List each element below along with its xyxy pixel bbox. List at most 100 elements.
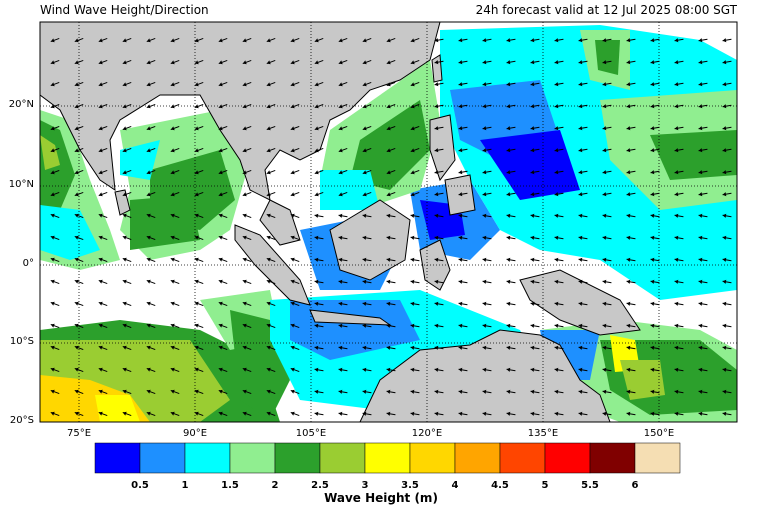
wind-arrow-head: [530, 104, 535, 109]
wind-arrow-head: [386, 235, 391, 240]
wind-arrow-head: [578, 389, 583, 394]
wind-arrow-head: [386, 257, 391, 262]
wind-arrow-head: [122, 323, 127, 328]
wind-arrow-head: [194, 148, 199, 153]
wind-arrow-head: [458, 213, 463, 218]
wind-arrow-head: [362, 279, 367, 284]
colorbar-segment: [544, 442, 591, 474]
wind-arrow-head: [194, 257, 199, 262]
colorbar-tick-label: 0.5: [131, 480, 149, 491]
wind-arrow-head: [506, 192, 511, 197]
wind-arrow-head: [626, 82, 631, 87]
wind-arrow-head: [386, 345, 391, 350]
wind-arrow-head: [242, 411, 247, 416]
wind-arrow-head: [146, 60, 151, 65]
wind-arrow-head: [650, 279, 655, 284]
wind-arrow-head: [218, 82, 223, 87]
wind-arrow-head: [290, 345, 295, 350]
wind-arrow-head: [242, 257, 247, 262]
wind-arrow-head: [74, 411, 79, 416]
wind-arrow-head: [146, 148, 151, 153]
wind-arrow-head: [290, 82, 295, 87]
wind-arrow-head: [626, 301, 631, 306]
wind-arrow-head: [314, 82, 319, 87]
wind-arrow-head: [242, 38, 247, 43]
wind-arrow-head: [338, 126, 343, 131]
wind-arrow-head: [386, 411, 391, 416]
wind-arrow-head: [578, 235, 583, 240]
wind-arrow-head: [242, 279, 247, 284]
wind-arrow-head: [434, 82, 439, 87]
wind-arrow-head: [218, 301, 223, 306]
colorbar-segment: [139, 442, 186, 474]
wind-arrow-head: [122, 38, 127, 43]
wind-arrow-head: [266, 411, 271, 416]
wind-arrow-head: [338, 389, 343, 394]
wind-arrow-head: [722, 279, 727, 284]
wind-arrow-head: [530, 213, 535, 218]
wind-arrow-head: [578, 367, 583, 372]
wind-arrow-head: [602, 411, 607, 416]
wind-arrow-head: [530, 170, 535, 175]
wind-arrow-head: [626, 323, 631, 328]
wind-arrow-head: [362, 82, 367, 87]
wind-arrow-head: [266, 279, 271, 284]
wind-arrow-head: [458, 170, 463, 175]
wind-arrow-head: [554, 38, 559, 43]
map-title: Wind Wave Height/Direction: [40, 3, 209, 17]
wind-arrow-head: [386, 82, 391, 87]
wind-arrow-head: [242, 301, 247, 306]
wind-arrow-head: [722, 192, 727, 197]
wind-arrow-head: [194, 60, 199, 65]
wind-arrow-head: [170, 126, 175, 131]
wind-arrow-head: [122, 345, 127, 350]
wind-arrow-head: [506, 104, 511, 109]
wind-arrow-head: [674, 38, 679, 43]
lon-label-90e: 90°E: [182, 428, 208, 439]
lat-label-20n: 20°N: [8, 99, 34, 110]
wind-arrow-head: [410, 279, 415, 284]
wind-arrow-head: [578, 257, 583, 262]
wind-arrow-head: [338, 60, 343, 65]
wind-arrow-head: [386, 104, 391, 109]
wind-arrow-head: [314, 104, 319, 109]
wind-arrow-head: [290, 213, 295, 218]
wind-arrow-head: [266, 389, 271, 394]
wind-arrow-head: [482, 82, 487, 87]
wind-arrow-head: [314, 411, 319, 416]
wind-arrow-head: [362, 192, 367, 197]
wind-arrow-head: [506, 323, 511, 328]
wind-arrow-head: [314, 192, 319, 197]
wind-arrow-head: [50, 126, 55, 131]
wind-arrow-head: [698, 213, 703, 218]
wind-arrow-head: [554, 301, 559, 306]
wind-arrow-head: [242, 323, 247, 328]
wind-arrow-head: [410, 60, 415, 65]
wind-arrow-head: [626, 235, 631, 240]
wind-arrow-head: [386, 367, 391, 372]
wind-arrow-head: [626, 367, 631, 372]
wind-arrow-head: [722, 323, 727, 328]
wind-arrow-head: [314, 389, 319, 394]
wind-arrow-head: [362, 38, 367, 43]
lon-label-120e: 120°E: [411, 428, 443, 439]
wind-arrow-head: [434, 279, 439, 284]
wind-arrow-head: [530, 148, 535, 153]
wind-arrow-head: [98, 126, 103, 131]
wind-arrow-head: [506, 345, 511, 350]
wind-arrow-head: [362, 323, 367, 328]
wind-arrow-head: [314, 279, 319, 284]
colorbar-segment: [409, 442, 456, 474]
wind-arrow-head: [386, 148, 391, 153]
wind-arrow-head: [218, 60, 223, 65]
wind-arrow-head: [146, 301, 151, 306]
wind-arrow-head: [122, 192, 127, 197]
wind-arrow-head: [218, 411, 223, 416]
wind-arrow-head: [194, 213, 199, 218]
wind-arrow-head: [578, 323, 583, 328]
wind-arrow-head: [122, 60, 127, 65]
wind-arrow-head: [530, 235, 535, 240]
wind-arrow-head: [98, 82, 103, 87]
wind-arrow-head: [458, 389, 463, 394]
wind-arrow-head: [362, 104, 367, 109]
